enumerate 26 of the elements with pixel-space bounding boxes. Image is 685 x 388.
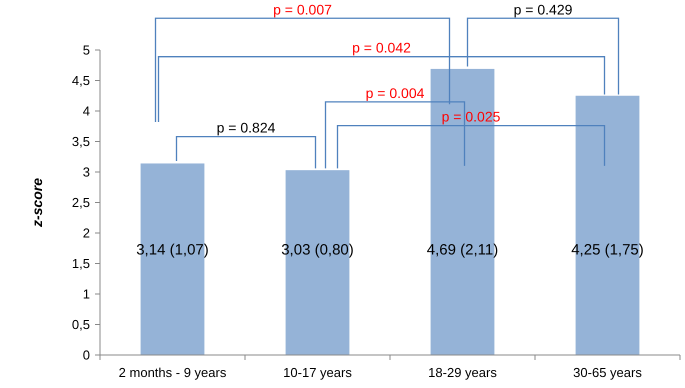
y-tick-label: 4,5: [72, 73, 90, 88]
x-tick-label: 30-65 years: [573, 365, 642, 380]
y-tick-label: 3: [82, 164, 90, 180]
y-tick-label: 4: [82, 104, 90, 119]
annotation: p = 0.004: [366, 84, 425, 101]
x-tick-label: 18-29 years: [428, 365, 498, 380]
x-tick-label: 2 months - 9 years: [118, 365, 227, 380]
y-axis-title: z-score: [29, 178, 45, 228]
data-label: 4,69 (2,11): [426, 241, 498, 258]
data-label: 3,03 (0,80): [281, 241, 354, 258]
annotation: p = 0.824: [216, 120, 276, 136]
annotation: p = 0.042: [352, 40, 412, 56]
text: p = 0.007: [273, 1, 332, 18]
y-tick-label: 1: [82, 286, 90, 302]
y-tick-label: 0,5: [72, 317, 90, 332]
annotation: p = 0.025: [442, 108, 501, 125]
x-tick-label: 10-17 years: [283, 365, 352, 380]
y-tick-label: 2: [82, 226, 90, 241]
text: p = 0.429: [514, 1, 573, 18]
data-label: 4,25 (1,75): [571, 241, 644, 258]
y-tick-label: 3,5: [72, 134, 90, 150]
y-tick-label: 0: [82, 348, 90, 363]
data-label: 3,14 (1,07): [136, 241, 209, 258]
y-tick-label: 1,5: [72, 256, 90, 272]
y-tick-label: 5: [82, 42, 90, 58]
y-tick-label: 2,5: [72, 195, 90, 210]
